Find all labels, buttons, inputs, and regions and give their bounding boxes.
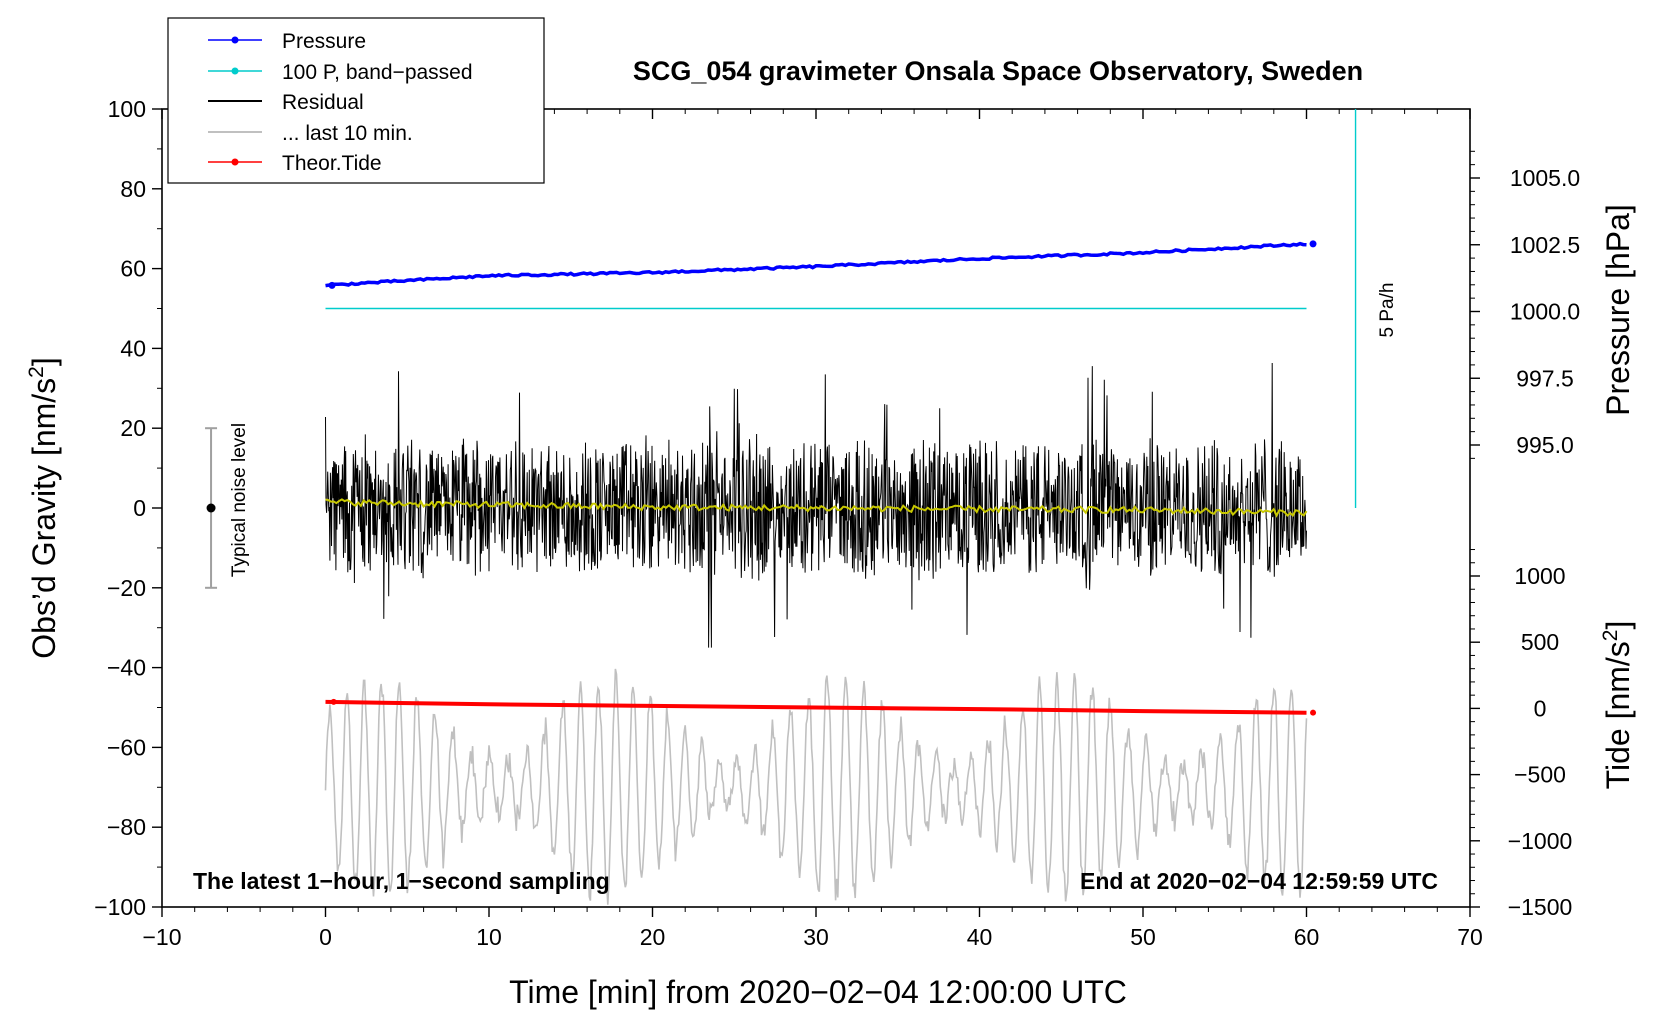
pressure-tick-label: 997.5: [1516, 365, 1574, 391]
rate-label: 5 Pa/h: [1377, 283, 1398, 338]
y-tick-label: 100: [108, 96, 146, 122]
series-pressure: [325, 241, 1307, 288]
y-tick-label: −100: [94, 894, 146, 920]
series-layer: [324, 240, 1317, 905]
svg-text:... last 10 min.: ... last 10 min.: [282, 122, 413, 145]
series-residual-smoothed: [325, 498, 1308, 518]
svg-text:Residual: Residual: [282, 91, 364, 114]
legend-item-pressure: Pressure: [208, 30, 366, 53]
y-tick-label: −60: [107, 734, 146, 760]
x-tick-label: 40: [967, 924, 993, 950]
pressure-end-marker: [1309, 240, 1317, 248]
noise-level-label: Typical noise level: [229, 423, 250, 577]
tide-tick-label: 1000: [1514, 563, 1565, 589]
legend-item-band-passed: 100 P, band−passed: [208, 61, 473, 84]
svg-text:Theor.Tide: Theor.Tide: [282, 152, 382, 175]
y-axis-title: Obs’d Gravity [nm/s2]: [25, 357, 62, 659]
x-tick-label: 10: [476, 924, 502, 950]
y-tick-label: −20: [107, 575, 146, 601]
y-tick-label: 0: [133, 495, 146, 521]
pressure-tick-label: 1005.0: [1510, 165, 1580, 191]
series-last-10-min: [324, 668, 1308, 905]
svg-text:Pressure: Pressure: [282, 30, 366, 53]
y-tick-label: 20: [120, 415, 146, 441]
annotation-bottom-left: The latest 1−hour, 1−second sampling: [193, 868, 610, 894]
y-tick-label: 40: [120, 335, 146, 361]
legend: Pressure 100 P, band−passed Residual ...…: [167, 17, 545, 184]
tide-tick-label: 500: [1521, 629, 1559, 655]
x-tick-label: −10: [142, 924, 181, 950]
pressure-start-marker: [328, 281, 336, 289]
pressure-tick-label: 1000.0: [1510, 299, 1580, 325]
chart-title: SCG_054 gravimeter Onsala Space Observat…: [633, 56, 1363, 86]
tide-tick-label: −500: [1514, 762, 1566, 788]
legend-item-last-10-min: ... last 10 min.: [208, 122, 413, 145]
noise-level-center: [206, 503, 216, 513]
x-tick-label: 30: [803, 924, 829, 950]
legend-item-residual: Residual: [208, 91, 364, 114]
svg-text:100 P, band−passed: 100 P, band−passed: [282, 61, 473, 84]
pressure-axis-title: Pressure [hPa]: [1600, 204, 1636, 416]
tide-tick-label: −1000: [1508, 828, 1573, 854]
y-tick-label: 80: [120, 176, 146, 202]
x-axis-title: Time [min] from 2020−02−04 12:00:00 UTC: [509, 974, 1127, 1010]
legend-item-theor-tide: Theor.Tide: [208, 152, 382, 175]
x-tick-label: 70: [1457, 924, 1483, 950]
y-tick-label: 60: [120, 256, 146, 282]
pressure-tick-label: 995.0: [1516, 432, 1574, 458]
x-tick-label: 60: [1294, 924, 1320, 950]
tide-axis-title: Tide [nm/s2]: [1599, 621, 1636, 790]
tide-tick-label: −1500: [1508, 894, 1573, 920]
axis-layer: −10 0 10 20 30 40 50 60 70−100−80−60−40−20020406…: [94, 96, 1580, 950]
pressure-tick-label: 1002.5: [1510, 232, 1580, 258]
x-tick-label: 50: [1130, 924, 1156, 950]
x-tick-label: 20: [640, 924, 666, 950]
tide-tick-label: 0: [1534, 695, 1547, 721]
annotation-bottom-right: End at 2020−02−04 12:59:59 UTC: [1080, 868, 1438, 894]
tide-end-marker: [1310, 709, 1317, 716]
series-residual: [325, 362, 1307, 648]
tide-start-marker: [330, 698, 337, 705]
x-tick-label: 0: [319, 924, 332, 950]
series-theor-tide: [325, 699, 1307, 715]
y-tick-label: −40: [107, 655, 146, 681]
y-tick-label: −80: [107, 814, 146, 840]
